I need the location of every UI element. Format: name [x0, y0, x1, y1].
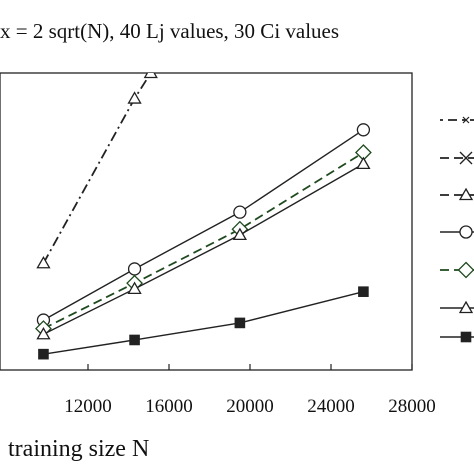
- series-line: [43, 151, 364, 330]
- series-line: [43, 163, 364, 335]
- x-tick-label: 24000: [307, 396, 355, 417]
- square-marker: [358, 286, 369, 297]
- series-0: [36, 73, 158, 269]
- legend-entry-3: [440, 225, 474, 239]
- triangle-marker: [127, 281, 142, 294]
- square-marker: [129, 334, 140, 346]
- series-layer: [35, 73, 372, 360]
- chart-title: x = 2 sqrt(N), 40 Lj values, 30 Ci value…: [0, 19, 339, 43]
- triangle-marker: [127, 91, 142, 104]
- plot-area-frame: [0, 72, 413, 371]
- legend-entry-1: [440, 151, 474, 165]
- x-axis-ticks: 12000 16000 20000 24000 28000: [64, 364, 436, 417]
- triangle-marker: [36, 255, 51, 269]
- legend-entry-6: [440, 331, 474, 343]
- legend-entry-5: [440, 300, 474, 314]
- square-marker: [38, 348, 49, 360]
- circle-marker: [459, 225, 473, 239]
- x-tick-label: 20000: [226, 396, 274, 417]
- series-line: [43, 291, 364, 355]
- legend-entry-4: [440, 261, 474, 279]
- triangle-marker: [143, 73, 158, 79]
- x-tick-label: 16000: [145, 396, 193, 417]
- square-marker: [234, 317, 246, 329]
- legend-entry-0: [440, 116, 474, 124]
- x-tick-label: 28000: [388, 396, 436, 417]
- square-marker: [460, 331, 472, 343]
- legend-entry-2: [440, 187, 474, 201]
- triangle-marker: [232, 227, 247, 241]
- triangle-marker: [36, 326, 51, 340]
- series-line: [43, 129, 364, 321]
- legend: [440, 116, 474, 343]
- diamond-marker: [457, 261, 474, 279]
- triangle-marker: [356, 156, 371, 170]
- circle-marker: [233, 205, 247, 219]
- series-6: [38, 286, 369, 360]
- series-4: [35, 144, 372, 338]
- circle-marker: [127, 262, 142, 276]
- x-tick-label: 12000: [64, 396, 112, 417]
- series-5: [36, 156, 371, 340]
- x-axis-label: training size N: [8, 436, 149, 462]
- triangle-marker: [458, 300, 474, 314]
- cross-marker: [459, 151, 473, 165]
- x-marker: [462, 116, 470, 124]
- series-3: [36, 123, 371, 327]
- circle-marker: [356, 123, 371, 137]
- triangle-marker: [458, 187, 474, 201]
